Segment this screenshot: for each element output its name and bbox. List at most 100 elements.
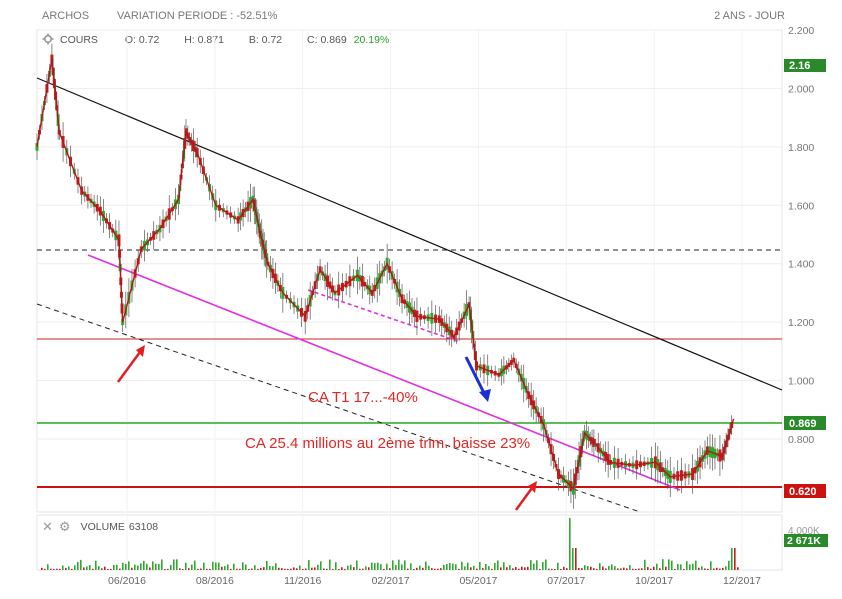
volume-bar xyxy=(575,548,577,570)
volume-bar xyxy=(380,564,382,570)
volume-bar xyxy=(266,560,268,570)
volume-bar xyxy=(524,567,526,570)
volume-bar xyxy=(116,564,118,570)
volume-bar xyxy=(419,565,421,570)
close-icon[interactable]: ✕ xyxy=(42,519,53,534)
volume-bar xyxy=(287,568,289,570)
volume-bar xyxy=(407,568,409,570)
volume-bar xyxy=(416,567,418,570)
volume-bar xyxy=(527,566,529,570)
svg-text:0.620: 0.620 xyxy=(789,486,817,498)
volume-bar xyxy=(218,562,220,570)
volume-bar xyxy=(614,566,616,570)
gear-icon[interactable]: ⚙ xyxy=(58,519,71,534)
volume-bar xyxy=(209,568,211,570)
volume-bar xyxy=(263,567,265,570)
volume-bar xyxy=(101,568,103,570)
volume-bar xyxy=(68,566,70,570)
volume-bar xyxy=(119,568,121,570)
volume-bar xyxy=(251,568,253,570)
svg-text:0.869: 0.869 xyxy=(789,418,817,430)
volume-bar xyxy=(89,564,91,570)
volume-bar xyxy=(269,565,271,570)
volume-bar xyxy=(686,561,688,570)
volume-bar xyxy=(104,566,106,570)
volume-bar xyxy=(617,568,619,570)
volume-bar xyxy=(191,564,193,570)
volume-bar xyxy=(272,566,274,570)
y-tick-label: 1.400 xyxy=(788,259,814,271)
volume-bar xyxy=(386,563,388,570)
candle xyxy=(35,142,39,151)
volume-bar xyxy=(452,563,454,570)
gear-icon[interactable] xyxy=(42,33,54,45)
volume-bar xyxy=(170,564,172,570)
volume-bar xyxy=(428,565,430,570)
volume-bar xyxy=(608,566,610,570)
volume-bar xyxy=(668,559,670,570)
volume-bar xyxy=(482,568,484,570)
volume-bar xyxy=(647,567,649,570)
volume-bar xyxy=(308,560,310,570)
volume-bar xyxy=(665,566,667,570)
volume-bar xyxy=(41,567,43,570)
volume-bar xyxy=(365,566,367,570)
volume-bar xyxy=(353,567,355,570)
volume-bar xyxy=(605,568,607,570)
volume-bar xyxy=(65,567,67,570)
volume-bar xyxy=(557,562,559,570)
red-arrow-icon xyxy=(116,345,145,383)
price-tag-current: 0.869 xyxy=(784,416,826,430)
x-tick-label: 08/2016 xyxy=(196,575,234,587)
volume-bar xyxy=(359,568,361,570)
volume-bar xyxy=(488,566,490,570)
volume-bar xyxy=(362,568,364,570)
period-label[interactable]: 2 ANS - JOUR xyxy=(714,10,785,22)
volume-bar xyxy=(722,567,724,570)
volume-bar xyxy=(590,566,592,570)
svg-text:2 671K: 2 671K xyxy=(787,535,821,547)
volume-bar xyxy=(395,564,397,570)
volume-bar xyxy=(626,568,628,570)
volume-bar xyxy=(572,548,574,570)
x-axis: 06/2016 08/2016 11/2016 02/2017 05/2017 07/20… xyxy=(108,575,761,587)
x-tick-label: 11/2016 xyxy=(284,575,321,587)
volume-bar xyxy=(194,560,196,570)
volume-bar xyxy=(716,567,718,570)
volume-bar xyxy=(131,567,133,570)
volume-bar xyxy=(329,559,331,570)
volume-bar xyxy=(377,562,379,570)
volume-bar xyxy=(293,567,295,570)
volume-bar xyxy=(221,566,223,570)
price-tag-support: 0.620 xyxy=(784,484,826,498)
volume-bar xyxy=(107,568,109,570)
volume-bar xyxy=(53,568,55,570)
volume-bar xyxy=(713,568,715,570)
volume-bar xyxy=(338,568,340,570)
volume-bar xyxy=(662,559,664,570)
volume-bar xyxy=(248,568,250,570)
volume-bar xyxy=(95,560,97,570)
volume-axis-label: 4.000K xyxy=(788,526,820,537)
volume-bar xyxy=(164,568,166,570)
volume-bar xyxy=(281,568,283,570)
price-tag-high: 2.16 xyxy=(784,59,826,72)
volume-bar xyxy=(470,567,472,570)
volume-bar xyxy=(299,565,301,570)
volume-bar xyxy=(440,568,442,570)
volume-bar xyxy=(545,559,547,570)
volume-bar xyxy=(152,561,154,570)
x-tick-label: 10/2017 xyxy=(635,575,673,587)
volume-bar xyxy=(128,561,130,570)
volume-bar xyxy=(581,568,583,570)
volume-bar xyxy=(71,568,73,570)
volume-bar xyxy=(158,564,160,570)
volume-bar xyxy=(173,559,175,570)
volume-bar xyxy=(659,568,661,570)
volume-bar xyxy=(134,564,136,570)
magenta-channel-line xyxy=(87,254,681,491)
volume-bar xyxy=(710,561,712,570)
price-panel-header: COURS O: 0.72 H: 0.871 B: 0.72 C: 0.869 … xyxy=(60,34,393,46)
volume-bar xyxy=(215,562,217,570)
